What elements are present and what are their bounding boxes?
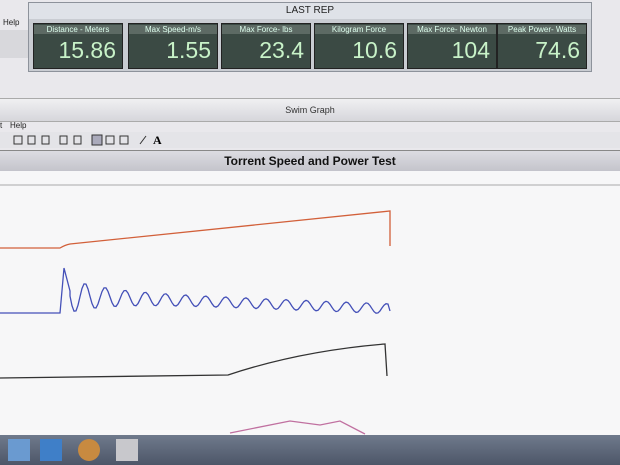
readout-label: Max Force- Newton [408,25,496,34]
icon [0,30,28,58]
readout-label: Max Force- lbs [222,25,310,34]
trace-blue [0,267,391,314]
toolbar: A [0,132,620,148]
toolbar-icons [13,134,147,146]
readout-label: Peak Power- Watts [498,25,586,34]
readout-value: 10.6 [352,37,397,63]
readout-value: 104 [451,37,490,63]
readout-value: 15.86 [58,37,116,63]
graph-title: Torrent Speed and Power Test [0,150,620,172]
trace-orange [0,210,391,249]
swim-graph-bar: Swim Graph [0,98,620,122]
last-rep-window: LAST REP Distance - Meters 15.86 Max Speed… [28,2,592,72]
menu-item[interactable]: t [0,121,3,130]
window-title: LAST REP [29,3,591,19]
taskbar-icon[interactable] [8,439,30,461]
readout: Kilogram Force 10.6 [314,23,404,69]
readout-value: 74.6 [535,37,580,63]
taskbar [0,435,620,465]
readout: Max Force- Newton 104 [407,23,497,69]
readout-value: 23.4 [259,37,304,63]
readout: Distance - Meters 15.86 [33,23,123,69]
menu-item[interactable]: Help [10,121,27,130]
graph-area [0,171,620,435]
readout-label: Distance - Meters [34,25,122,34]
trace-pink [229,420,366,435]
readout: Peak Power- Watts 74.6 [497,23,587,69]
trace-black [0,343,388,379]
readout: Max Force- lbs 23.4 [221,23,311,69]
taskbar-icon[interactable] [78,439,100,461]
taskbar-icon[interactable] [116,439,138,461]
taskbar-icon[interactable] [40,439,62,461]
readout-label: Kilogram Force [315,25,403,34]
readout-label: Max Speed-m/s [129,25,217,34]
toolbar-text[interactable]: A [153,133,162,147]
menu-item[interactable]: Help [3,18,20,27]
readout-value: 1.55 [166,37,211,63]
readout: Max Speed-m/s 1.55 [128,23,218,69]
